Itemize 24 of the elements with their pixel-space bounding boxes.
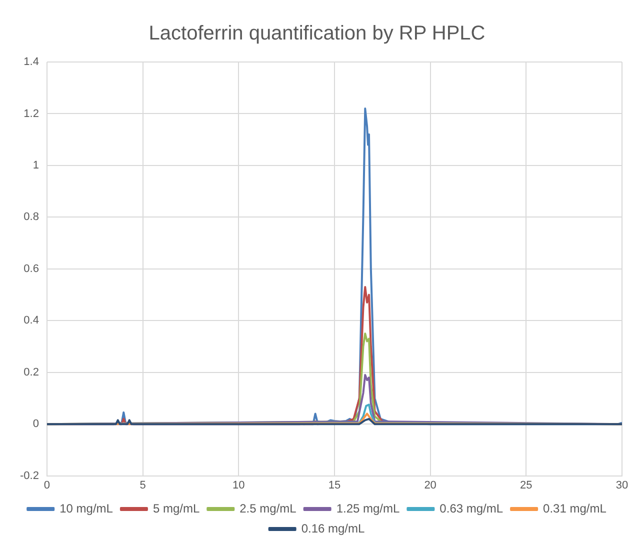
x-tick-label: 10	[232, 479, 245, 492]
legend-label: 2.5 mg/mL	[240, 501, 297, 516]
x-tick-label: 15	[328, 479, 341, 492]
x-tick-label: 5	[140, 479, 146, 492]
legend-label: 1.25 mg/mL	[336, 501, 400, 516]
x-tick-label: 20	[424, 479, 436, 492]
y-tick-label: 0	[32, 418, 39, 430]
y-tick-label: 0.4	[24, 314, 39, 327]
y-tick-label: 0.2	[24, 366, 39, 378]
y-tick-label: 0.6	[24, 262, 39, 275]
legend-label: 5 mg/mL	[152, 501, 200, 516]
y-tick-label: 0.8	[24, 211, 39, 224]
y-tick-label: -0.2	[20, 470, 39, 482]
y-tick-label: 1.2	[24, 108, 39, 120]
legend-label: 0.16 mg/mL	[301, 521, 366, 536]
legend-label: 0.31 mg/mL	[543, 501, 607, 516]
legend-label: 0.63 mg/mL	[440, 501, 504, 516]
y-tick-label: 1.4	[24, 56, 39, 68]
legend-label: 10 mg/mL	[60, 501, 114, 516]
x-tick-label: 25	[520, 479, 532, 492]
x-tick-label: 30	[616, 479, 628, 492]
chart-title: Lactoferrin quantification by RP HPLC	[148, 22, 486, 45]
x-tick-label: 0	[44, 479, 50, 492]
y-tick-label: 1	[32, 159, 39, 172]
